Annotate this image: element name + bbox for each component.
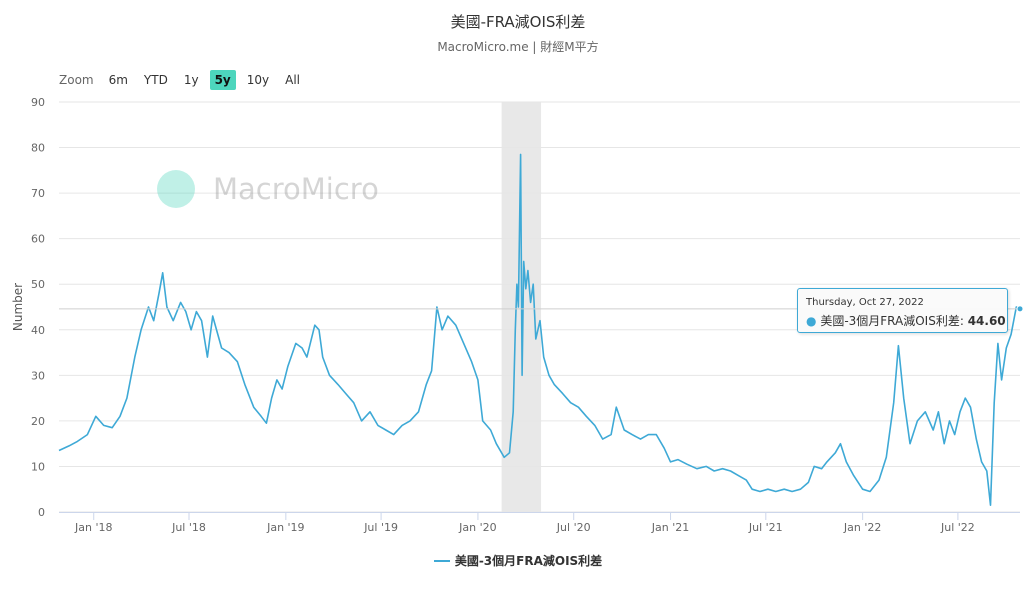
y-tick-label: 10 [31,460,45,473]
legend[interactable]: 美國-3個月FRA減OIS利差 [0,552,1036,569]
x-tick-label: Jul '21 [748,521,783,534]
legend-line-icon [433,559,450,562]
x-tick-label: Jul '18 [171,521,206,534]
hover-point [1016,305,1024,313]
tooltip-date: Thursday, Oct 27, 2022 [806,297,924,308]
series-line [58,153,1021,507]
y-axis-label: Number [11,283,25,331]
tooltip-row: ● 美國-3個月FRA減OIS利差: 44.60 [806,314,1006,328]
y-tick-label: 60 [31,233,45,246]
legend-label[interactable]: 美國-3個月FRA減OIS利差 [454,554,603,568]
y-tick-label: 20 [31,415,45,428]
zoom-6m-button[interactable]: 6m [108,73,128,87]
watermark: MacroMicro [157,170,379,208]
zoom-ytd-button[interactable]: YTD [143,73,168,87]
y-tick-label: 90 [31,96,45,109]
chart-title: 美國-FRA減OIS利差 [450,13,586,31]
y-tick-label: 80 [31,142,45,155]
zoom-bar: Zoom 6m YTD 1y 5y 10y All [59,69,311,91]
x-tick-label: Jan '18 [74,521,112,534]
tooltip: Thursday, Oct 27, 2022 ● 美國-3個月FRA減OIS利差… [797,288,1008,333]
x-tick-label: Jan '19 [266,521,304,534]
x-tick-label: Jan '20 [458,521,496,534]
watermark-text: MacroMicro [213,172,379,206]
x-tick-label: Jul '20 [556,521,591,534]
x-tick-label: Jan '21 [651,521,689,534]
y-tick-label: 0 [38,506,45,519]
y-tick-label: 40 [31,324,45,337]
chart-subtitle: MacroMicro.me | 財經M平方 [437,40,599,54]
zoom-label: Zoom [59,73,94,87]
y-tick-label: 30 [31,369,45,382]
series-dot-icon: ● [806,314,817,328]
tooltip-value: 44.60 [967,314,1006,328]
x-tick-label: Jan '22 [843,521,881,534]
x-tick-label: Jul '19 [363,521,398,534]
y-tick-label: 70 [31,187,45,200]
zoom-5y-button[interactable]: 5y [209,70,236,90]
y-tick-label: 50 [31,278,45,291]
macromicro-logo-icon [157,170,195,208]
zoom-1y-button[interactable]: 1y [183,73,199,87]
x-tick-label: Jul '22 [940,521,975,534]
tooltip-series-name: 美國-3個月FRA減OIS利差 [820,314,960,328]
zoom-all-button[interactable]: All [285,73,301,87]
zoom-10y-button[interactable]: 10y [246,73,270,87]
